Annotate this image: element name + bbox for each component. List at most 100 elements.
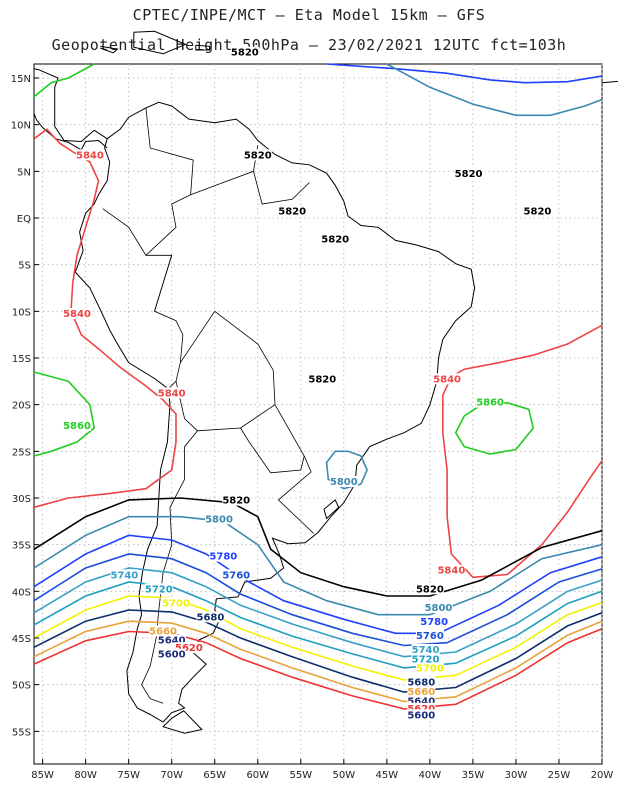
contour-value-label: 5840	[433, 374, 461, 385]
contour-label-bg	[157, 648, 186, 660]
contour-label-bg	[278, 205, 307, 217]
contour-line	[386, 63, 603, 117]
latitude-label: 5N	[17, 167, 31, 178]
latitude-label: 10N	[11, 121, 31, 132]
country-border	[277, 455, 314, 534]
contour-value-label: 5820	[416, 584, 444, 595]
contour-labels: 5820 5820 5820 5820 5820 5820 5820 5820 5820 5840…	[63, 46, 552, 721]
contour-line	[33, 595, 603, 681]
contour-label-bg	[411, 644, 440, 655]
contour-label-bg	[454, 168, 483, 179]
latitude-label: 55S	[12, 727, 31, 738]
latitude-label: EQ	[17, 214, 31, 225]
contour-label-bg	[157, 387, 186, 399]
contour-value-label: 5720	[145, 584, 173, 595]
map-frame	[33, 63, 603, 765]
tierra-del-fuego-coast	[162, 710, 203, 734]
caribbean-island-coast	[133, 30, 187, 55]
contour-label-bg	[415, 583, 444, 595]
contour-line	[33, 567, 603, 658]
latitude-label: 40S	[12, 587, 31, 598]
contour-line	[33, 627, 603, 710]
contour-label-bg	[407, 686, 436, 697]
contour-label-bg	[75, 149, 104, 161]
latitude-label: 35S	[12, 541, 31, 552]
contour-label-bg	[174, 642, 203, 654]
contour-label-bg	[243, 149, 272, 161]
contour-label-bg	[149, 625, 178, 637]
contour-value-label: 5760	[416, 631, 444, 642]
contour-value-label: 5860	[476, 398, 504, 409]
contour-value-label: 5840	[437, 566, 465, 577]
contour-value-label: 5620	[175, 643, 203, 654]
contour-value-label: 5860	[63, 421, 91, 432]
height-contours	[33, 63, 603, 710]
contour-label-bg	[329, 476, 358, 487]
contour-label-bg	[415, 630, 444, 641]
contour-label-bg	[110, 569, 139, 581]
contour-line	[33, 553, 603, 647]
longitude-label: 85W	[31, 770, 54, 781]
contour-label-bg	[162, 597, 190, 609]
contour-label-bg	[523, 205, 552, 217]
contour-value-label: 5820	[455, 169, 483, 180]
contour-value-label: 5820	[222, 496, 250, 507]
longitude-label: 80W	[74, 770, 97, 781]
contour-value-label: 5780	[209, 552, 237, 563]
africa-coast	[601, 80, 618, 84]
latitude-label: 45S	[12, 634, 31, 645]
contour-value-label: 5600	[158, 650, 186, 661]
contour-line	[33, 581, 603, 669]
contour-label-bg	[476, 396, 505, 408]
contour-value-label: 5800	[330, 477, 358, 488]
coastlines	[33, 30, 618, 734]
contour-line	[33, 534, 603, 635]
map-title-field: Geopotential Height 500hPa – 23/02/2021 …	[51, 36, 567, 54]
contour-label-bg	[63, 420, 92, 431]
contour-line	[33, 63, 95, 98]
contour-value-label: 5820	[308, 374, 336, 385]
longitude-label: 75W	[117, 770, 140, 781]
contour-label-bg	[196, 611, 225, 623]
south-america-coast	[74, 101, 476, 723]
contour-value-label: 5680	[407, 678, 435, 689]
contour-value-label: 5820	[244, 150, 272, 161]
contour-label-bg	[407, 709, 436, 721]
contour-value-label: 5780	[420, 617, 448, 628]
contour-label-bg	[407, 695, 436, 707]
contour-label-bg	[424, 602, 453, 613]
latitude-label: 15N	[11, 74, 31, 85]
central-america-pacific-coast	[33, 113, 108, 151]
contour-line	[33, 371, 96, 457]
country-border	[102, 107, 194, 256]
contour-value-label: 5660	[407, 687, 435, 698]
contour-value-label: 5800	[205, 514, 233, 525]
country-border	[154, 255, 173, 312]
contour-label-bg	[321, 233, 350, 245]
contour-label-bg	[222, 494, 251, 506]
latitude-label: 20S	[12, 401, 31, 412]
longitude-label: 35W	[462, 770, 485, 781]
lagoon-outline	[323, 499, 340, 520]
contour-value-label: 5820	[278, 206, 306, 217]
contour-value-label: 5660	[149, 626, 177, 637]
longitude-label: 50W	[333, 770, 356, 781]
contour-label-bg	[407, 676, 436, 688]
latitude-label: 30S	[12, 494, 31, 505]
contour-label-bg	[209, 550, 238, 562]
latitude-label: 50S	[12, 681, 31, 692]
longitude-label: 20W	[591, 770, 614, 781]
contour-label-bg	[433, 373, 462, 385]
contour-value-label: 5720	[412, 654, 440, 665]
central-america-caribbean-coast	[33, 68, 108, 143]
latitude-label: 25S	[12, 447, 31, 458]
contour-value-label: 5820	[321, 234, 349, 245]
contour-line	[442, 324, 603, 579]
contour-value-label: 5680	[197, 612, 225, 623]
longitude-label: 65W	[203, 770, 226, 781]
contour-value-label: 5820	[524, 206, 552, 217]
contour-line	[33, 609, 603, 693]
contour-value-label: 5800	[425, 603, 453, 614]
caribbean-island-coast	[100, 45, 119, 54]
